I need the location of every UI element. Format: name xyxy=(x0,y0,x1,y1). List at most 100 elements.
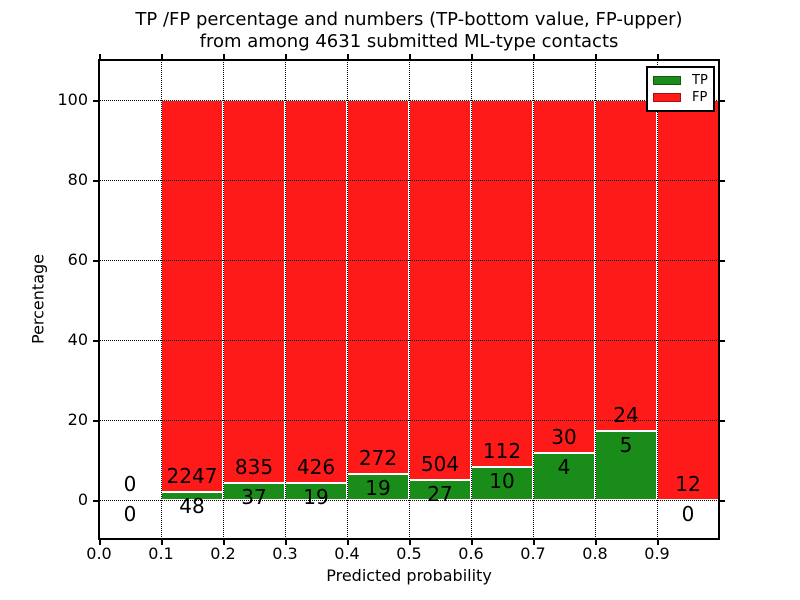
tp-count-label: 48 xyxy=(179,493,205,518)
x-tick-mark xyxy=(99,540,101,545)
y-tick-label: 40 xyxy=(67,330,88,349)
x-tick-mark xyxy=(595,540,597,545)
x-tick-label: 0.9 xyxy=(644,544,670,563)
x-tick-mark xyxy=(471,54,473,59)
fp-bar xyxy=(161,100,223,492)
x-tick-label: 0.6 xyxy=(458,544,484,563)
x-tick-mark xyxy=(409,54,411,59)
x-gridline xyxy=(347,60,348,539)
x-tick-label: 0.1 xyxy=(148,544,174,563)
x-axis-label: Predicted probability xyxy=(326,566,492,585)
tp-count-label: 4 xyxy=(557,454,571,479)
chart-title: TP /FP percentage and numbers (TP-bottom… xyxy=(99,9,719,53)
x-gridline xyxy=(657,60,658,539)
tp-count-label: 0 xyxy=(681,502,695,526)
tp-color-swatch xyxy=(653,76,681,85)
fp-bar xyxy=(285,100,347,483)
y-tick-mark xyxy=(720,260,725,262)
fp-bar xyxy=(471,100,533,468)
tp-count-label: 0 xyxy=(123,502,137,526)
y-tick-mark xyxy=(93,340,98,342)
tp-count-label: 19 xyxy=(365,475,391,500)
x-tick-mark xyxy=(409,540,411,545)
fp-bar xyxy=(409,100,471,480)
x-tick-mark xyxy=(99,54,101,59)
plot-area: 0 0 2247 48 835 37 426 19 272 19 504 27 112 10 30 4 24 5 1… xyxy=(93,54,725,545)
fp-bar xyxy=(533,100,595,453)
fp-count-label: 12 xyxy=(675,472,701,496)
legend-label-tp: TP xyxy=(692,73,708,88)
x-tick-label: 0.0 xyxy=(86,544,112,563)
fp-count-label: 2247 xyxy=(166,463,218,488)
x-tick-mark xyxy=(347,540,349,545)
legend-label-fp: FP xyxy=(692,90,708,105)
x-tick-mark xyxy=(533,540,535,545)
legend: TP FP xyxy=(646,66,715,112)
fp-count-label: 0 xyxy=(123,472,137,496)
x-tick-label: 0.8 xyxy=(582,544,608,563)
tp-count-label: 5 xyxy=(619,433,633,458)
x-tick-label: 0.7 xyxy=(520,544,546,563)
x-tick-mark xyxy=(285,54,287,59)
chart-title-line2: from among 4631 submitted ML-type contac… xyxy=(199,31,619,52)
x-tick-mark xyxy=(657,54,659,59)
x-gridline xyxy=(409,60,410,539)
x-tick-mark xyxy=(285,540,287,545)
x-gridline xyxy=(285,60,286,539)
x-gridline xyxy=(223,60,224,539)
y-tick-mark xyxy=(93,500,98,502)
y-tick-mark xyxy=(720,340,725,342)
fp-count-label: 24 xyxy=(613,403,639,428)
y-tick-mark xyxy=(720,420,725,422)
x-gridline xyxy=(471,60,472,539)
x-tick-mark xyxy=(161,540,163,545)
legend-entry-fp: FP xyxy=(653,91,708,104)
x-tick-label: 0.3 xyxy=(272,544,298,563)
fp-color-swatch xyxy=(653,93,681,102)
y-tick-mark xyxy=(93,100,98,102)
y-tick-mark xyxy=(720,180,725,182)
y-tick-label: 0 xyxy=(77,490,88,509)
legend-entry-tp: TP xyxy=(653,74,708,87)
tp-count-label: 10 xyxy=(489,469,515,494)
fp-count-label: 30 xyxy=(551,424,577,449)
x-gridline xyxy=(595,60,596,539)
x-gridline xyxy=(533,60,534,539)
fp-bar xyxy=(223,100,285,484)
tp-count-label: 37 xyxy=(241,485,267,510)
tp-bar xyxy=(595,431,657,500)
x-tick-mark xyxy=(471,540,473,545)
tp-count-label: 19 xyxy=(303,484,329,509)
fp-count-label: 426 xyxy=(296,454,336,479)
x-tick-label: 0.5 xyxy=(396,544,422,563)
fp-count-label: 272 xyxy=(358,445,398,470)
fp-count-label: 504 xyxy=(420,451,460,476)
tp-bar xyxy=(347,473,409,500)
fp-bar xyxy=(657,100,719,500)
tp-count-label: 27 xyxy=(427,481,453,506)
chart-title-line1: TP /FP percentage and numbers (TP-bottom… xyxy=(135,9,683,30)
fp-count-label: 112 xyxy=(482,439,522,464)
x-tick-mark xyxy=(223,54,225,59)
x-tick-mark xyxy=(657,540,659,545)
x-tick-mark xyxy=(161,54,163,59)
y-tick-mark xyxy=(93,420,98,422)
y-tick-label: 20 xyxy=(67,410,88,429)
x-gridline xyxy=(161,60,162,539)
x-tick-mark xyxy=(223,540,225,545)
y-tick-mark xyxy=(93,180,98,182)
x-tick-mark xyxy=(347,54,349,59)
y-tick-label: 80 xyxy=(67,170,88,189)
x-tick-label: 0.4 xyxy=(334,544,360,563)
y-tick-mark xyxy=(93,260,98,262)
y-tick-label: 100 xyxy=(57,90,88,109)
fp-count-label: 835 xyxy=(234,455,274,480)
y-tick-label: 60 xyxy=(67,250,88,269)
x-tick-label: 0.2 xyxy=(210,544,236,563)
fp-bar xyxy=(347,100,409,474)
x-tick-mark xyxy=(533,54,535,59)
fp-bar xyxy=(595,100,657,432)
y-tick-mark xyxy=(720,500,725,502)
y-tick-mark xyxy=(720,100,725,102)
